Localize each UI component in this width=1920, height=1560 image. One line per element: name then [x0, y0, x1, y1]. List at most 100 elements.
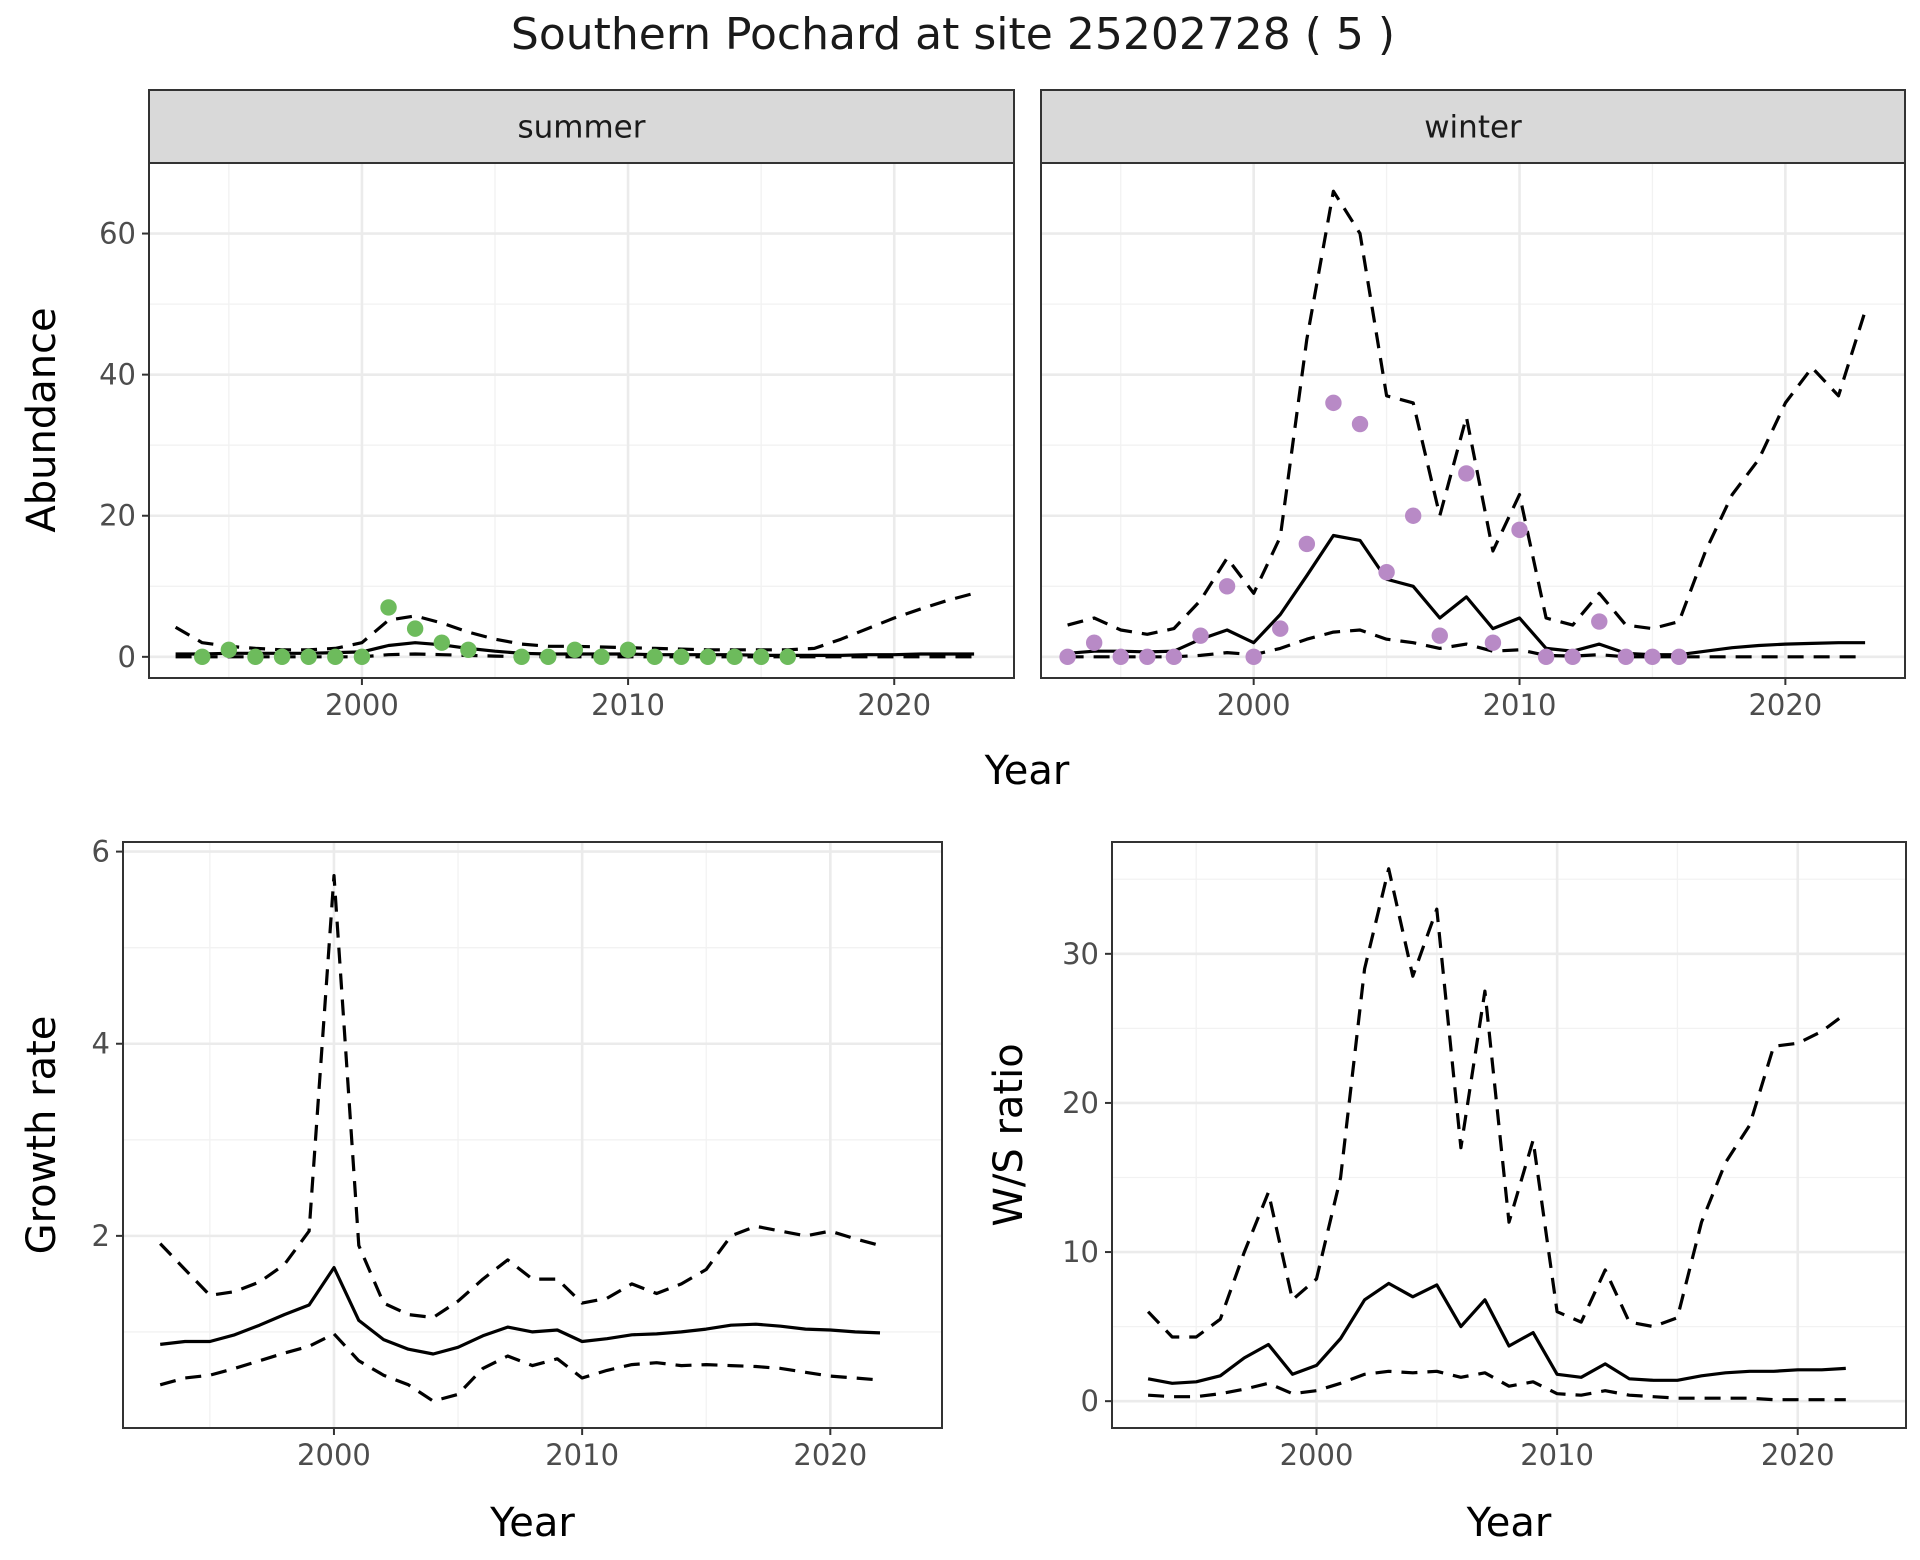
observed-point	[1378, 563, 1395, 581]
x-tick-label: 2010	[545, 1438, 619, 1472]
x-tick-label: 2010	[1483, 688, 1557, 722]
y-tick-label: 20	[1062, 1086, 1099, 1120]
observed-point	[353, 648, 371, 666]
x-tick-label: 2010	[1520, 1438, 1594, 1472]
ws-y-axis-title: W/S ratio	[986, 1043, 1032, 1226]
ws-ratio-panel-border	[1111, 841, 1907, 1429]
observed-point	[1591, 613, 1608, 630]
abundance-summer-panel: summer 2000 2010 2020 0 20 40 60	[99, 89, 1015, 722]
abundance-winter-upper-bound-line	[1067, 189, 1867, 636]
growth-rate-upper-bound-line	[159, 874, 881, 1320]
y-tick-label: 40	[99, 358, 136, 392]
y-tick-label: 2	[92, 1219, 110, 1253]
observed-point	[726, 648, 743, 666]
x-tick-label: 2020	[857, 688, 931, 722]
abundance-x-axis-title: Year	[984, 748, 1070, 794]
abundance-winter-observed-points	[1059, 394, 1688, 666]
observed-point	[699, 648, 717, 666]
abundance-winter-x-axis: 2000 2010 2020	[1217, 678, 1822, 722]
x-tick-label: 2000	[325, 688, 399, 722]
observed-point	[1085, 634, 1103, 651]
growth-rate-panel-border	[122, 841, 943, 1429]
observed-point	[1351, 415, 1369, 433]
observed-point	[1112, 648, 1129, 666]
observed-point	[593, 648, 610, 666]
abundance-winter-strip	[1040, 89, 1906, 164]
observed-point	[1245, 648, 1262, 666]
observed-point	[1325, 394, 1342, 412]
y-tick-label: 0	[118, 640, 136, 674]
observed-point	[327, 648, 344, 666]
x-tick-label: 2010	[591, 688, 665, 722]
observed-point	[406, 620, 424, 637]
x-tick-label: 2020	[1761, 1438, 1835, 1472]
observed-point	[1431, 627, 1448, 644]
ws-ratio-x-axis: 2000 2010 2020	[1280, 1428, 1835, 1472]
observed-point	[1670, 648, 1688, 666]
observed-point	[1404, 507, 1422, 524]
growth-rate-estimate-line	[160, 1266, 881, 1356]
growth-x-axis-title: Year	[489, 1500, 575, 1546]
observed-point	[1484, 634, 1502, 651]
x-tick-label: 2020	[1748, 688, 1822, 722]
growth-rate-x-axis: 2000 2010 2020	[297, 1428, 867, 1472]
observed-point	[566, 641, 584, 658]
y-tick-label: 10	[1062, 1235, 1099, 1269]
observed-point	[1218, 578, 1236, 595]
ws-ratio-y-axis: 0 10 20 30	[1062, 937, 1112, 1418]
abundance-summer-y-axis: 0 20 40 60	[99, 217, 149, 674]
x-tick-label: 2000	[297, 1438, 371, 1472]
observed-point	[460, 641, 477, 658]
observed-point	[300, 648, 317, 666]
y-tick-label: 4	[92, 1027, 110, 1061]
abundance-summer-strip	[148, 89, 1015, 164]
observed-point	[1165, 648, 1183, 666]
observed-point	[513, 648, 530, 666]
growth-rate-y-axis: 2 4 6	[92, 835, 123, 1253]
observed-point	[220, 641, 238, 658]
abundance-winter-strip-label: winter	[1424, 110, 1522, 146]
y-tick-label: 30	[1062, 937, 1099, 971]
observed-point	[1644, 648, 1661, 666]
observed-point	[540, 648, 557, 666]
observed-point	[273, 648, 291, 666]
ws-ratio-panel: 2000 2010 2020 0 10 20 30	[1062, 841, 1907, 1472]
observed-point	[433, 634, 450, 651]
abundance-summer-observed-points	[194, 599, 796, 666]
observed-point	[752, 648, 770, 666]
abundance-y-axis-title: Abundance	[19, 307, 65, 532]
y-tick-label: 0	[1081, 1384, 1099, 1418]
growth-rate-lower-bound-line	[159, 1332, 881, 1403]
ws-ratio-lower-bound-line	[1148, 1369, 1846, 1402]
observed-point	[1139, 648, 1156, 666]
ws-ratio-upper-bound-line	[1146, 867, 1847, 1339]
ws-ratio-estimate-line	[1147, 1281, 1846, 1385]
observed-point	[247, 648, 264, 666]
abundance-summer-x-axis: 2000 2010 2020	[325, 678, 931, 722]
observed-point	[1272, 620, 1289, 637]
x-tick-label: 2020	[793, 1438, 867, 1472]
observed-point	[1298, 535, 1316, 553]
observed-point	[1564, 648, 1581, 666]
abundance-summer-strip-label: summer	[517, 110, 645, 146]
abundance-winter-panel: winter 2000 2010 2020	[1040, 89, 1906, 722]
x-tick-label: 2000	[1217, 688, 1291, 722]
observed-point	[779, 648, 796, 666]
figure-title: Southern Pochard at site 25202728 ( 5 )	[511, 9, 1395, 60]
observed-point	[1617, 648, 1635, 666]
y-tick-label: 60	[99, 217, 136, 251]
growth-rate-panel: 2000 2010 2020 2 4 6	[92, 835, 943, 1472]
growth-y-axis-title: Growth rate	[19, 1016, 65, 1255]
ws-x-axis-title: Year	[1466, 1500, 1552, 1546]
observed-point	[646, 648, 663, 666]
observed-point	[380, 599, 397, 616]
abundance-winter-lower-bound-line	[1067, 628, 1866, 659]
observed-point	[673, 648, 690, 666]
y-tick-label: 20	[99, 499, 136, 533]
y-tick-label: 6	[92, 835, 110, 869]
observed-point	[194, 648, 211, 666]
observed-point	[1537, 648, 1555, 666]
